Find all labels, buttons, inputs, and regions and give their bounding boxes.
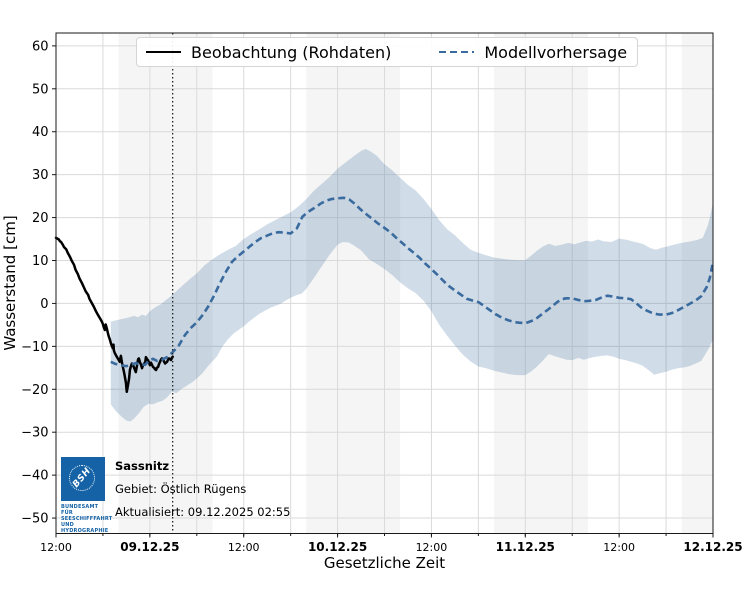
y-tick-label: 50	[32, 82, 49, 97]
y-tick-label: 30	[32, 168, 49, 183]
y-tick-label: 20	[32, 211, 49, 226]
y-tick-label: −10	[21, 340, 48, 355]
x-tick-label: 12:00	[40, 541, 72, 554]
y-tick-label: 40	[32, 125, 49, 140]
bsh-logo-square: BSH	[61, 457, 105, 501]
night-band	[306, 33, 401, 534]
legend: Beobachtung (Rohdaten) Modellvorhersage	[136, 37, 638, 67]
station-info: BSH BUNDESAMT FÜR SEESCHIFFFAHRT UND HYD…	[61, 457, 290, 534]
bsh-org-name: BUNDESAMT FÜR SEESCHIFFFAHRT UND HYDROGR…	[61, 504, 113, 534]
station-name: Sassnitz	[115, 459, 170, 473]
x-tick-label: 11.12.25	[496, 540, 555, 554]
y-tick-label: −40	[21, 469, 48, 484]
observation-line-swatch	[146, 51, 181, 53]
x-tick-label: 12:00	[228, 541, 260, 554]
y-tick-label: 10	[32, 254, 49, 269]
forecast-line-swatch	[439, 50, 475, 54]
bsh-logo-acronym: BSH	[70, 466, 94, 490]
y-axis-title: Wasserstand [cm]	[1, 215, 19, 350]
bsh-logo: BSH BUNDESAMT FÜR SEESCHIFFFAHRT UND HYD…	[61, 457, 113, 534]
legend-label-observation: Beobachtung (Rohdaten)	[191, 42, 392, 62]
y-tick-label: 60	[32, 39, 49, 54]
x-tick-label: 12:00	[416, 541, 448, 554]
confidence-band	[110, 148, 714, 422]
station-updated: Aktualisiert: 09.12.2025 02:55	[115, 505, 291, 519]
y-tick-label: −30	[21, 426, 48, 441]
x-tick-label: 09.12.25	[120, 540, 179, 554]
legend-label-forecast: Modellvorhersage	[484, 42, 628, 62]
x-tick-label: 12.12.25	[683, 540, 742, 554]
x-tick-label: 10.12.25	[308, 540, 367, 554]
y-tick-label: −50	[21, 512, 48, 527]
x-axis-title: Gesetzliche Zeit	[324, 554, 445, 572]
x-tick-label: 12:00	[603, 541, 635, 554]
y-tick-label: −20	[21, 383, 48, 398]
bsh-logo-circle: BSH	[69, 465, 95, 491]
night-band	[681, 33, 713, 534]
forecast-line	[110, 196, 715, 368]
station-region: Gebiet: Östlich Rügens	[115, 482, 247, 496]
y-tick-label: 0	[40, 297, 48, 312]
